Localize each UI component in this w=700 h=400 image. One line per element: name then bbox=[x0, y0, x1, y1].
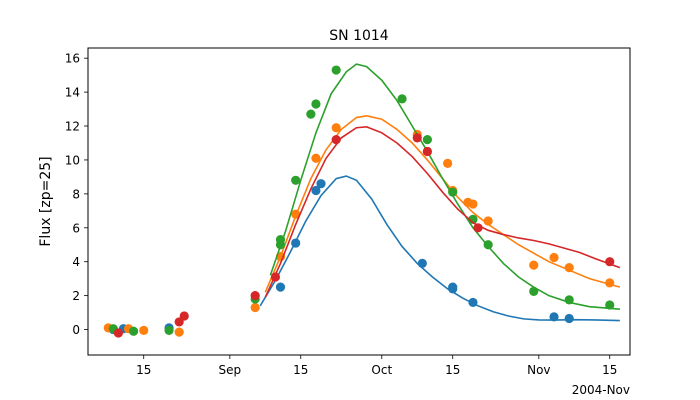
series-3-fit-line bbox=[264, 126, 621, 298]
series-2-point-8 bbox=[311, 99, 321, 109]
series-1-point-6 bbox=[291, 209, 301, 219]
series-1-point-3 bbox=[174, 327, 184, 337]
series-1-point-19 bbox=[605, 278, 615, 288]
series-0-point-4 bbox=[291, 238, 301, 248]
series-1-point-16 bbox=[529, 260, 539, 270]
series-0-point-3 bbox=[275, 282, 286, 292]
series-1-point-7 bbox=[311, 153, 321, 163]
series-3-point-9 bbox=[605, 257, 615, 267]
series-3-point-0 bbox=[113, 328, 123, 338]
y-tick-label-0: 0 bbox=[72, 323, 80, 337]
series-1-point-14 bbox=[468, 199, 478, 209]
x-tick-label-6: 15 bbox=[602, 363, 617, 377]
series-1-point-8 bbox=[331, 123, 341, 133]
series-3-point-5 bbox=[331, 134, 341, 145]
x-axis-offset-label: 2004-Nov bbox=[572, 383, 630, 397]
x-tick-label-4: 15 bbox=[445, 363, 460, 377]
series-2-point-11 bbox=[422, 134, 432, 145]
series-3-point-6 bbox=[412, 133, 422, 143]
chart-title: SN 1014 bbox=[329, 28, 389, 44]
series-1-point-2 bbox=[139, 325, 149, 336]
series-3 bbox=[113, 126, 621, 338]
series-2-point-9 bbox=[331, 65, 341, 75]
series-3-point-8 bbox=[473, 223, 483, 233]
y-tick-label-3: 6 bbox=[72, 221, 80, 235]
plot-content bbox=[103, 63, 621, 338]
series-1-point-17 bbox=[549, 252, 559, 263]
x-tick-label-2: 15 bbox=[293, 363, 308, 377]
series-2-point-14 bbox=[483, 240, 493, 250]
series-2-point-16 bbox=[564, 295, 574, 305]
series-1 bbox=[103, 115, 621, 337]
y-axis-label: Flux [zp=25] bbox=[38, 156, 54, 246]
series-2-point-10 bbox=[397, 94, 407, 104]
plot-frame bbox=[87, 47, 631, 356]
series-1-fit-line bbox=[264, 115, 621, 293]
series-2-point-17 bbox=[605, 300, 615, 310]
series-0-point-6 bbox=[316, 179, 326, 189]
series-3-point-2 bbox=[179, 311, 189, 321]
series-0-point-11 bbox=[549, 312, 559, 322]
series-2-point-7 bbox=[306, 109, 316, 119]
x-tick-label-3: Oct bbox=[371, 363, 392, 377]
x-tick-label-1: Sep bbox=[219, 363, 242, 377]
series-2 bbox=[108, 63, 620, 336]
series-0-fit-line bbox=[259, 175, 620, 322]
y-tick-label-7: 14 bbox=[65, 86, 80, 100]
x-axis: 15 Sep 15 Oct 15 Nov 15 bbox=[136, 355, 617, 377]
series-1-point-11 bbox=[443, 158, 453, 168]
series-3-point-3 bbox=[250, 291, 260, 301]
x-tick-label-5: Nov bbox=[527, 363, 550, 377]
y-tick-label-8: 16 bbox=[65, 52, 80, 66]
x-tick-label-0: 15 bbox=[136, 363, 151, 377]
series-2-point-1 bbox=[128, 326, 139, 336]
y-tick-label-1: 2 bbox=[72, 289, 80, 303]
series-2-point-12 bbox=[448, 187, 458, 197]
series-3-point-7 bbox=[422, 146, 432, 157]
series-0-point-5 bbox=[311, 185, 321, 196]
series-2-point-5 bbox=[275, 235, 286, 245]
y-tick-label-2: 4 bbox=[72, 255, 80, 269]
series-2-point-6 bbox=[291, 175, 301, 185]
series-0-point-10 bbox=[468, 297, 478, 308]
series-0-point-9 bbox=[448, 284, 458, 294]
y-axis: 0 2 4 6 8 10 12 14 16 bbox=[65, 52, 88, 337]
series-1-point-18 bbox=[564, 263, 574, 273]
series-0-point-12 bbox=[564, 313, 574, 324]
series-0-point-7 bbox=[417, 258, 427, 269]
y-tick-label-5: 10 bbox=[65, 153, 80, 167]
y-tick-label-4: 8 bbox=[72, 187, 80, 201]
series-3-point-4 bbox=[270, 272, 281, 282]
series-2-point-15 bbox=[529, 286, 539, 296]
series-0 bbox=[108, 175, 620, 335]
y-tick-label-6: 12 bbox=[65, 120, 80, 134]
series-1-point-4 bbox=[250, 302, 260, 313]
series-2-point-2 bbox=[164, 325, 174, 336]
series-1-point-15 bbox=[483, 216, 493, 226]
